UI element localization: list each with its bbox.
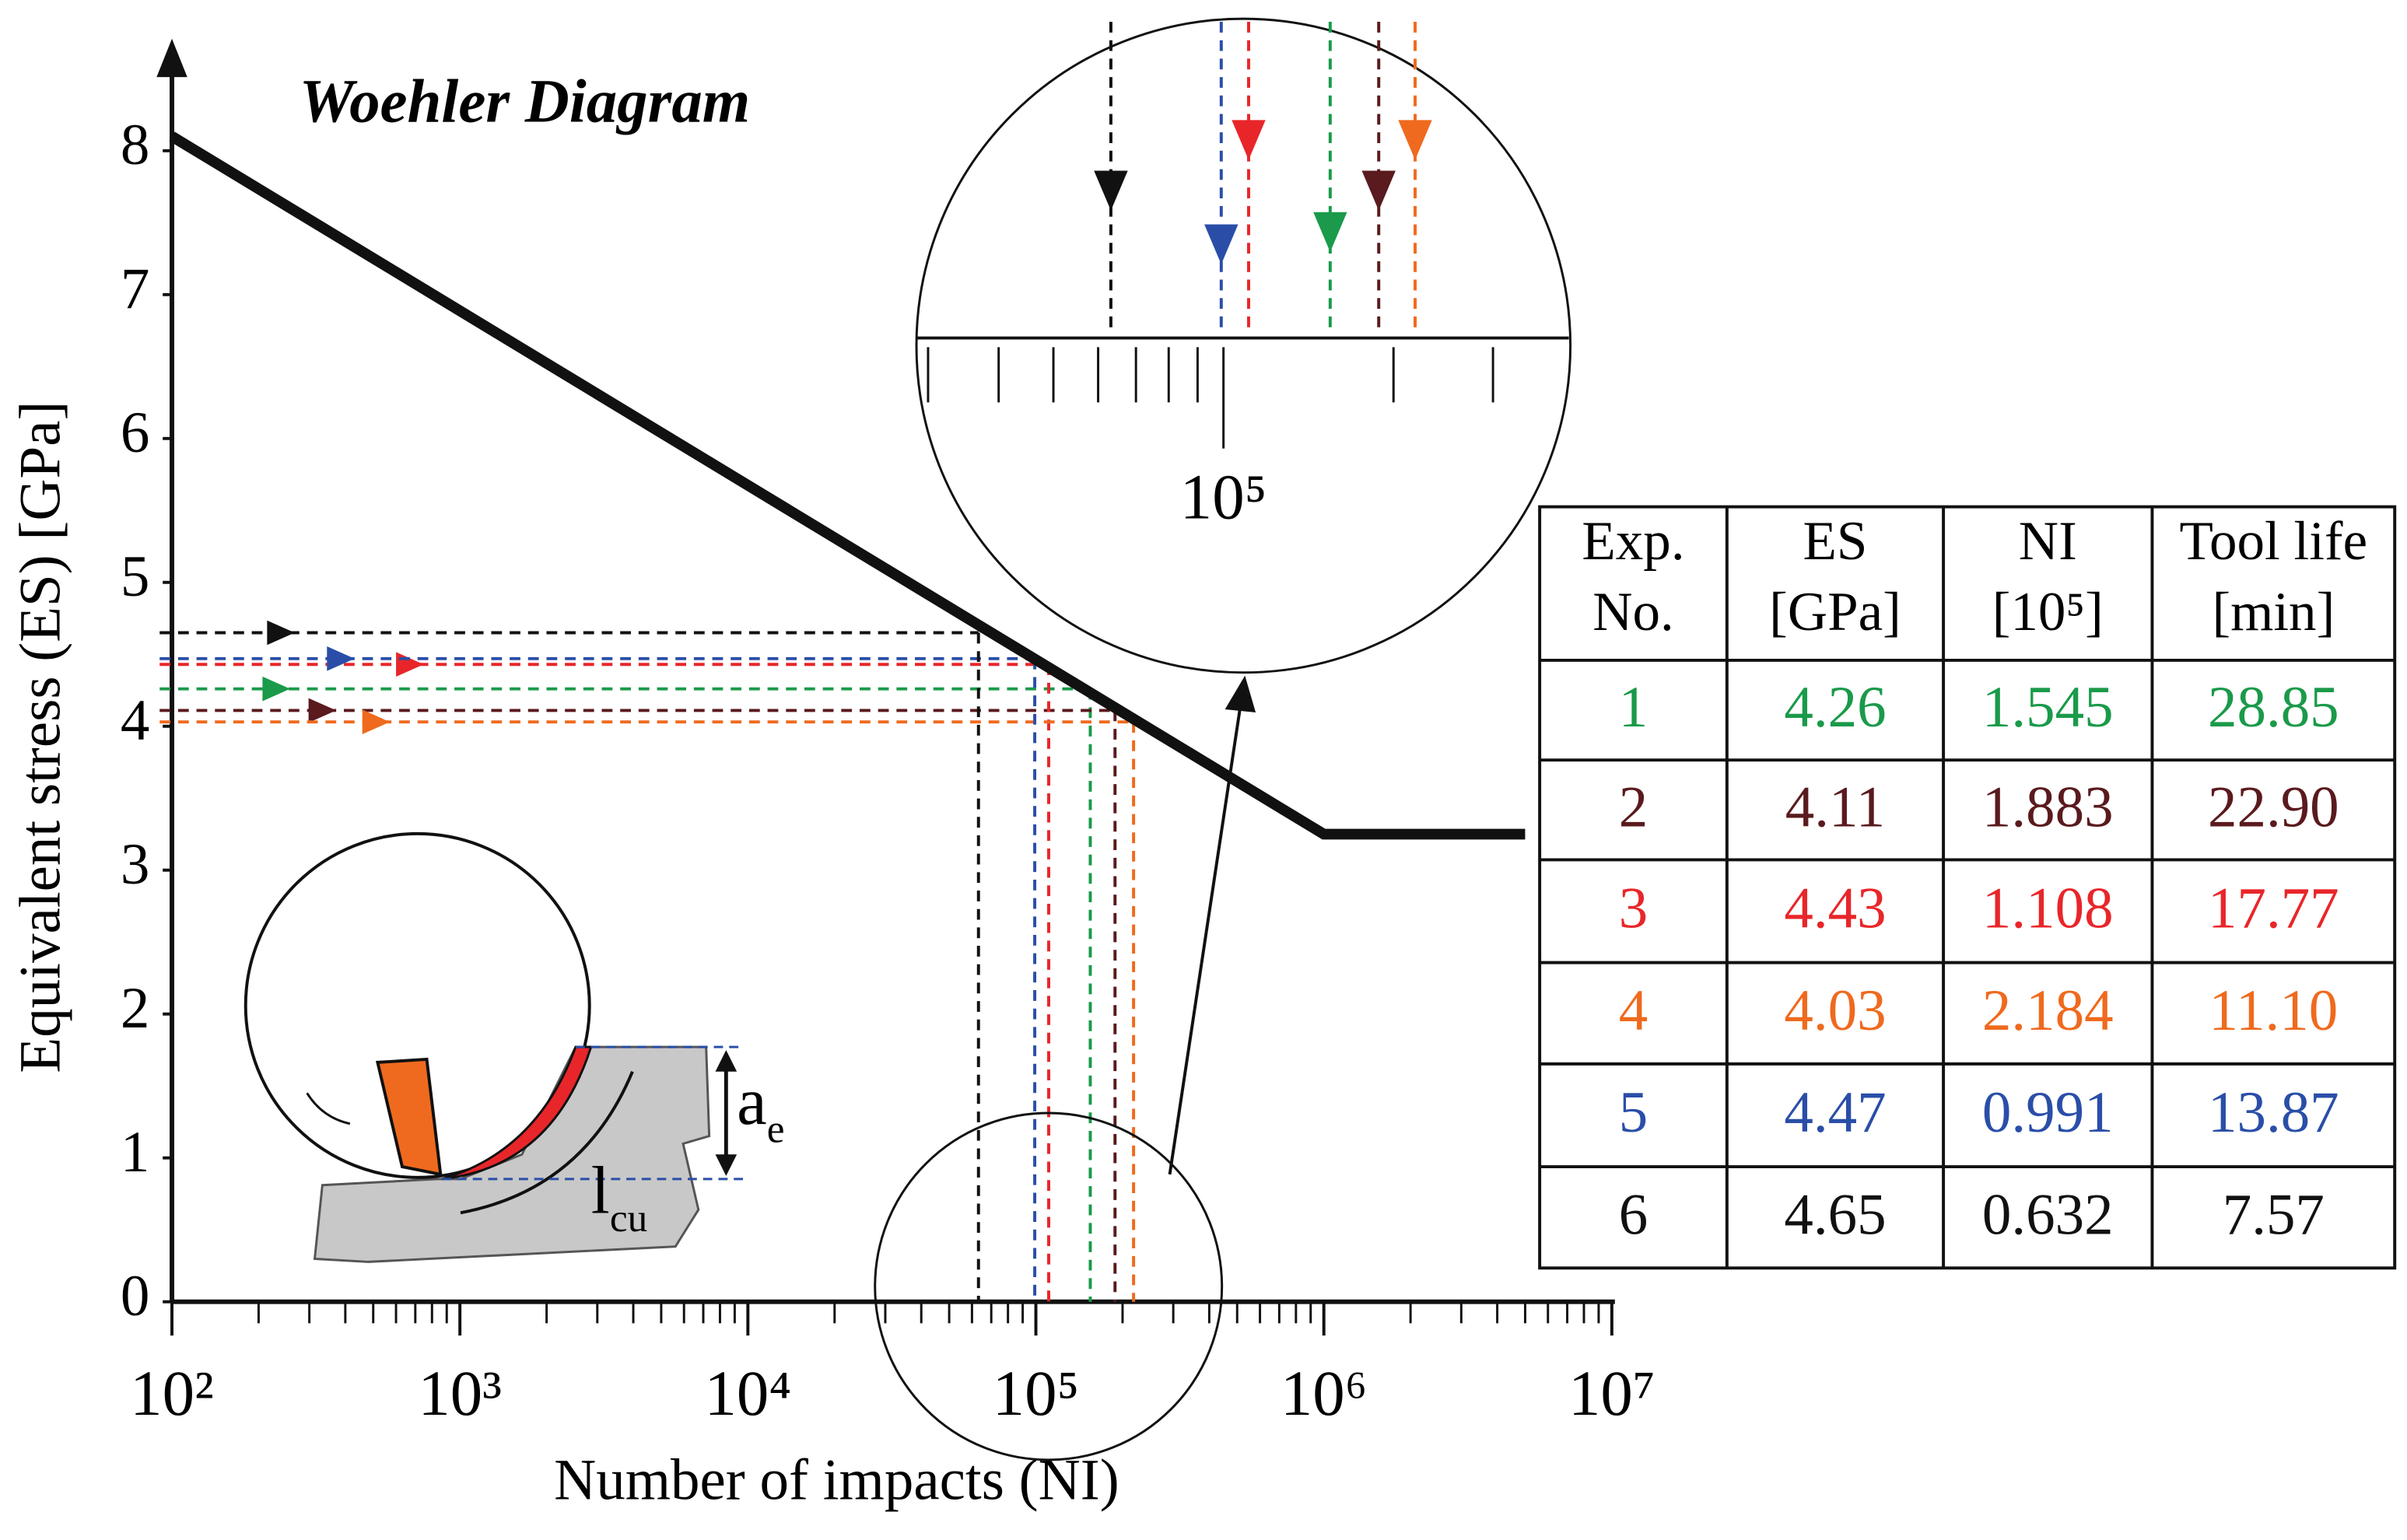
zoom-content [927,22,1494,449]
table-cell: 1 [1619,675,1648,740]
arrowhead [1232,120,1266,160]
table-cell: 7.57 [2223,1182,2325,1247]
zoom-marker [874,1111,1224,1461]
arrowhead [262,676,290,702]
axis-arrow [156,38,187,78]
table-header: ES [1803,511,1868,572]
y-tick-label: 3 [121,832,149,897]
arrowhead [396,652,424,677]
table-cell: 11.10 [2209,978,2338,1043]
table-header: Exp. [1582,511,1684,572]
y-tick-label: 6 [121,401,149,465]
arrowhead [1361,170,1396,211]
table-cell: 6 [1619,1182,1648,1247]
table: Exp. No. ES [GPa] NI [10⁵] Tool life [min] 1 4.26… [1538,505,2397,1270]
table-cell: 1.108 [1982,877,2114,941]
table-header: [min] [2212,582,2335,642]
table-cell: 17.77 [2208,877,2339,941]
y-tick-label: 7 [121,257,149,321]
zoom-circle [915,17,1572,674]
table-cell: 0.991 [1982,1080,2114,1145]
y-tick-label: 5 [121,544,149,609]
table-cell: 3 [1619,877,1648,941]
arrowhead [1313,212,1347,253]
zoom-pointer [1168,705,1242,1175]
table-header: No. [1592,582,1674,642]
table-cell: 2.184 [1982,978,2114,1043]
label-sub: e [767,1107,785,1151]
table-cell: 4.11 [1785,775,1885,839]
y-tick-label: 2 [121,976,149,1041]
arrowhead [308,698,337,723]
plot-area: 0 1 2 3 4 5 6 7 8 10² 10³ 10⁴ 10⁵ 10⁶ 10⁷ [121,113,1655,1429]
table-cell: 2 [1619,775,1648,839]
x-axis-label: Number of impacts (NI) [554,1448,1119,1513]
arrowhead [1094,170,1128,211]
y-tick-label: 4 [121,688,149,753]
table-cell: 1.545 [1982,675,2114,740]
table-header: [GPa] [1769,582,1901,642]
y-tick-label: 0 [121,1264,149,1328]
schematic: ae lcu [244,831,784,1263]
arrowhead [1204,224,1239,264]
length-label: lcu [591,1153,648,1240]
label-base: l [591,1153,610,1227]
table-header: NI [2019,511,2077,572]
table-cell: 4.43 [1784,877,1886,941]
table-cell: 13.87 [2208,1080,2339,1145]
x-tick-label: 10⁵ [993,1357,1080,1429]
table-cell: 5 [1619,1080,1648,1145]
table-cell: 28.85 [2208,675,2339,740]
tool-circle [244,831,591,1179]
arrowhead [715,1050,738,1072]
rotation-arrow [306,1092,351,1125]
label-base: a [737,1064,767,1139]
table-header: Tool life [2180,511,2368,572]
table-cell: 1.883 [1982,775,2114,839]
zoom-label: 10⁵ [1180,461,1267,533]
table-cell: 4.26 [1784,675,1886,740]
arrowhead [267,620,295,646]
y-tick-label: 1 [121,1120,149,1185]
table-cell: 22.90 [2208,775,2339,839]
table-cell: 4.47 [1784,1080,1886,1145]
woehler-curve [169,131,1526,840]
table-header: [10⁵] [1992,582,2104,642]
x-tick-label: 10⁷ [1568,1357,1655,1429]
chart-title: Woehler Diagram [300,68,750,136]
y-tick-label: 8 [121,113,149,177]
table-cell: 4.03 [1784,978,1886,1043]
x-tick-label: 10² [130,1357,214,1429]
table-cell: 0.632 [1982,1182,2114,1247]
arrowhead [362,709,391,734]
arrowhead [715,1154,738,1176]
table-cell: 4.65 [1784,1182,1886,1247]
arrowhead [327,646,355,671]
insert [375,1057,443,1177]
x-tick-label: 10³ [418,1357,502,1429]
arrowhead [1398,120,1432,160]
depth-label: ae [737,1064,784,1151]
label-sub: cu [610,1196,647,1241]
length-arrow [460,1070,634,1215]
y-axis-label: Equivalent stress (ES) [GPa] [8,401,72,1073]
x-tick-label: 10⁴ [704,1357,791,1429]
table-border [1538,505,2397,1270]
arrowhead [1225,675,1256,713]
x-tick-label: 10⁶ [1281,1357,1368,1429]
table-cell: 4 [1619,978,1648,1043]
